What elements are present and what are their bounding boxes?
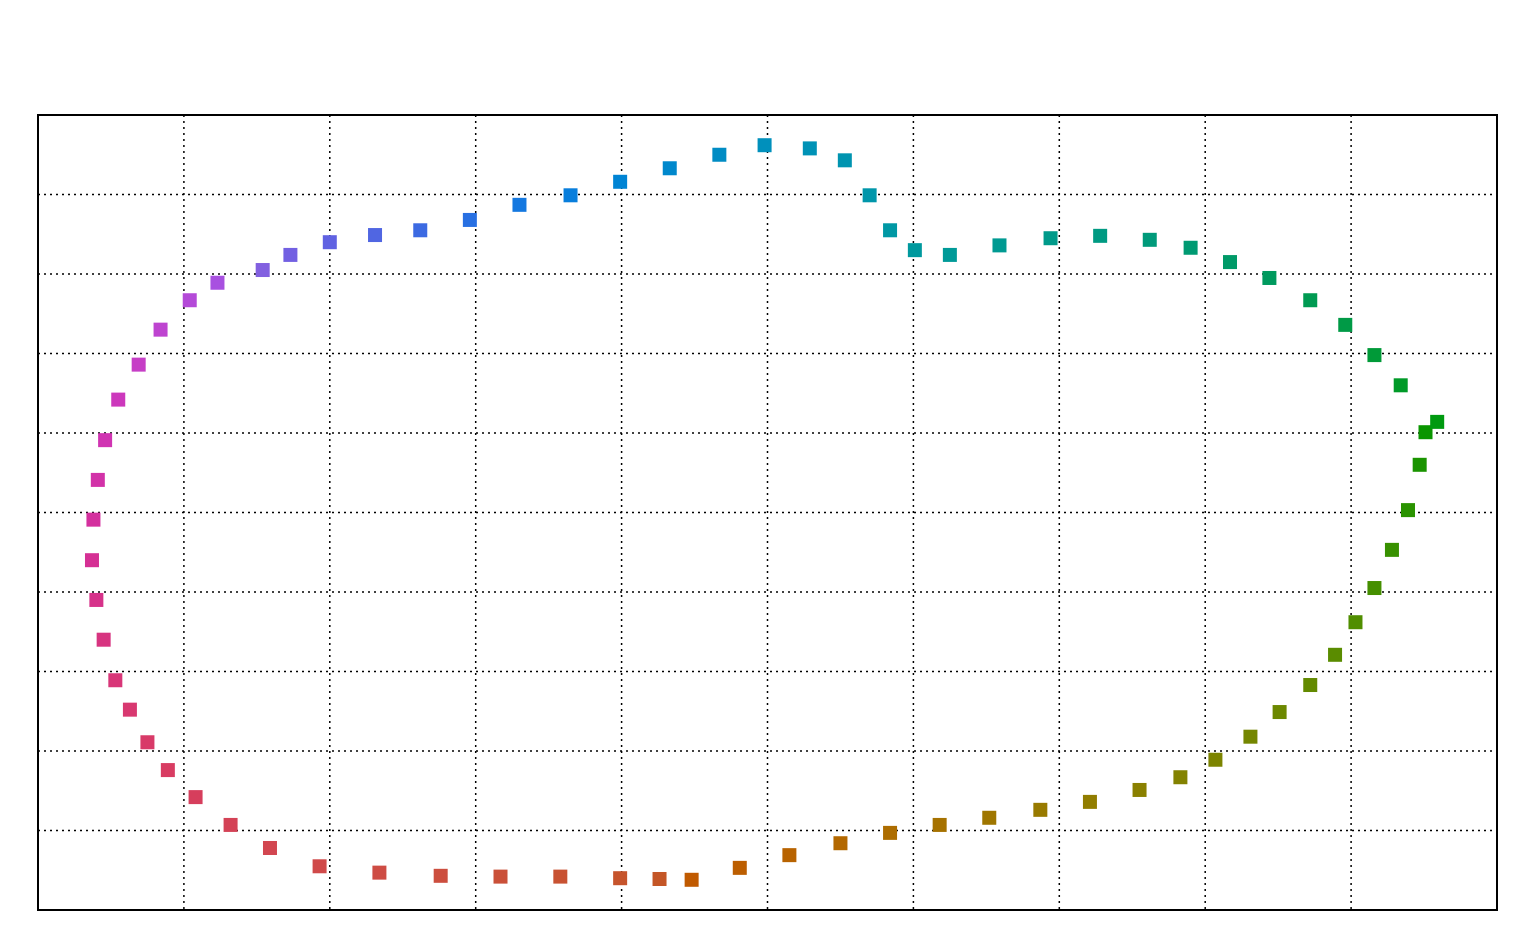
- point: [1303, 293, 1318, 308]
- point: [652, 871, 667, 886]
- point: [992, 238, 1007, 253]
- point: [732, 860, 747, 875]
- point: [140, 735, 155, 750]
- point: [86, 512, 101, 527]
- point: [883, 223, 898, 238]
- point: [712, 147, 727, 162]
- point: [433, 868, 448, 883]
- point: [255, 263, 270, 278]
- point: [1208, 752, 1223, 767]
- point: [1183, 240, 1198, 255]
- point: [122, 702, 137, 717]
- point: [1173, 770, 1188, 785]
- point: [1132, 782, 1147, 797]
- point: [1262, 270, 1277, 285]
- point: [1303, 678, 1318, 693]
- point: [188, 790, 203, 805]
- point: [1393, 378, 1408, 393]
- point: [932, 817, 947, 832]
- point: [837, 153, 852, 168]
- point: [1367, 348, 1382, 363]
- point: [111, 392, 126, 407]
- point: [210, 275, 225, 290]
- point: [1142, 232, 1157, 247]
- point: [883, 825, 898, 840]
- point: [1338, 317, 1353, 332]
- point: [283, 247, 298, 262]
- point: [1348, 615, 1363, 630]
- point: [563, 188, 578, 203]
- point: [98, 433, 113, 448]
- point: [1367, 581, 1382, 596]
- point: [942, 247, 957, 262]
- point: [262, 840, 277, 855]
- point: [160, 763, 175, 778]
- point: [982, 810, 997, 825]
- point: [1223, 255, 1238, 270]
- point: [613, 871, 628, 886]
- point: [1328, 647, 1343, 662]
- point: [862, 188, 877, 203]
- point: [131, 357, 146, 372]
- point: [1401, 503, 1416, 518]
- point: [96, 632, 111, 647]
- point: [182, 293, 197, 308]
- point: [1418, 425, 1433, 440]
- point: [1093, 228, 1108, 243]
- point: [757, 138, 772, 153]
- point: [802, 141, 817, 156]
- point: [512, 197, 527, 212]
- point: [1082, 794, 1097, 809]
- point: [153, 322, 168, 337]
- point: [1384, 542, 1399, 557]
- point: [493, 869, 508, 884]
- point: [833, 836, 848, 851]
- point: [662, 161, 677, 176]
- point: [1033, 802, 1048, 817]
- point: [89, 592, 104, 607]
- point: [1412, 457, 1427, 472]
- point: [84, 553, 99, 568]
- marks: [84, 138, 1445, 887]
- point: [1272, 705, 1287, 720]
- point: [907, 243, 922, 258]
- point: [413, 223, 428, 238]
- point: [462, 212, 477, 227]
- point: [372, 865, 387, 880]
- point: [1043, 231, 1058, 246]
- grid: [37, 114, 1498, 911]
- point: [1243, 729, 1258, 744]
- point: [368, 228, 383, 243]
- point: [108, 673, 123, 688]
- point: [312, 859, 327, 874]
- point: [613, 174, 628, 189]
- point: [322, 235, 337, 250]
- plot-frame: [37, 114, 1498, 911]
- point: [553, 869, 568, 884]
- point: [684, 872, 699, 887]
- point: [782, 848, 797, 863]
- point: [1430, 414, 1445, 429]
- point: [90, 472, 105, 487]
- point: [223, 817, 238, 832]
